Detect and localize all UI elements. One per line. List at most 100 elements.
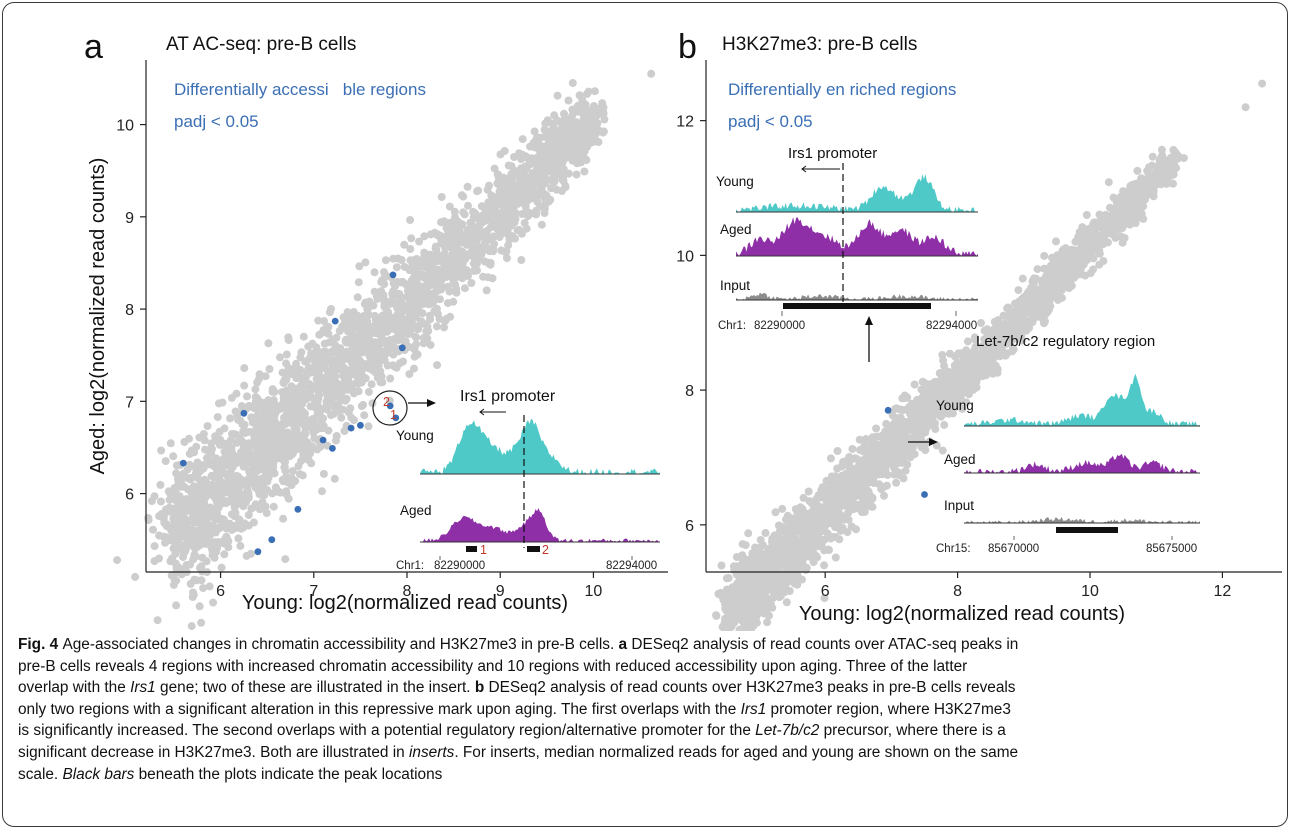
background-point — [245, 401, 254, 410]
background-point — [407, 234, 416, 243]
panel-a-chr-label: Chr1: — [396, 560, 424, 572]
y-tick-label: 10 — [116, 118, 134, 135]
background-point — [322, 372, 331, 381]
background-point — [327, 305, 335, 313]
background-point — [331, 341, 340, 350]
significant-point — [331, 317, 339, 325]
background-point — [525, 183, 534, 192]
background-point — [178, 529, 187, 538]
background-point — [193, 500, 202, 509]
background-point — [300, 390, 309, 399]
background-point — [437, 193, 446, 201]
background-point — [354, 278, 363, 287]
background-point — [778, 504, 787, 513]
background-point — [1133, 166, 1142, 175]
background-point — [235, 517, 244, 526]
background-point — [495, 181, 504, 190]
background-point — [1041, 285, 1050, 294]
background-point — [381, 256, 390, 265]
background-point — [171, 544, 180, 553]
background-point — [360, 411, 369, 420]
background-point — [245, 441, 254, 449]
background-point — [476, 226, 485, 235]
background-point — [157, 497, 165, 506]
background-point — [207, 527, 216, 536]
background-point — [469, 213, 478, 222]
background-point — [189, 482, 198, 491]
significant-point — [389, 271, 397, 279]
background-point — [233, 411, 242, 420]
background-point — [507, 177, 516, 186]
significant-point — [294, 505, 302, 513]
background-point — [251, 393, 260, 401]
background-point — [183, 474, 192, 482]
background-point — [444, 236, 453, 245]
background-point — [556, 138, 565, 147]
background-point — [468, 221, 476, 230]
background-point — [334, 407, 343, 416]
background-point — [479, 272, 488, 281]
background-point — [348, 324, 356, 333]
background-point — [422, 327, 431, 336]
background-point — [247, 479, 256, 488]
background-point — [440, 217, 449, 226]
background-point — [796, 503, 805, 512]
background-point — [507, 205, 516, 213]
background-point — [113, 556, 122, 565]
background-point — [316, 375, 325, 384]
background-point — [332, 436, 340, 445]
background-point — [566, 127, 575, 136]
background-point — [875, 480, 884, 489]
background-point — [256, 449, 265, 458]
background-point — [294, 462, 303, 470]
background-point — [193, 474, 202, 483]
background-point — [223, 439, 232, 448]
significant-point — [179, 459, 187, 467]
background-point — [559, 176, 568, 185]
background-point — [471, 263, 480, 272]
y-tick-label: 6 — [125, 487, 134, 504]
background-point — [845, 453, 854, 461]
background-point — [308, 339, 317, 348]
background-point — [224, 543, 233, 552]
background-point — [527, 154, 536, 163]
background-point — [234, 452, 243, 461]
background-point — [246, 549, 255, 558]
background-point — [220, 481, 229, 490]
background-point — [262, 470, 271, 479]
background-point — [182, 495, 191, 504]
background-point — [210, 473, 219, 482]
background-point — [284, 494, 293, 503]
background-point — [510, 218, 519, 227]
background-point — [506, 196, 515, 205]
background-point — [424, 300, 433, 309]
background-point — [977, 319, 985, 327]
figure-graphic: a AT AC-seq: pre-B cells Differentially … — [84, 28, 1282, 631]
background-point — [318, 487, 326, 496]
panel-a-x-label: Young: log2(normalized read counts) — [242, 592, 568, 614]
background-point — [222, 499, 231, 508]
background-point — [325, 388, 334, 397]
background-point — [583, 107, 592, 116]
panel-b-title: H3K27me3: pre-B cells — [722, 34, 917, 55]
background-point — [288, 398, 297, 407]
background-point — [491, 194, 500, 202]
background-point — [568, 111, 577, 120]
background-point — [413, 350, 422, 359]
background-point — [172, 469, 181, 478]
background-point — [209, 462, 218, 470]
background-point — [239, 460, 248, 469]
background-point — [239, 427, 248, 436]
background-point — [833, 464, 842, 473]
background-point — [329, 348, 338, 357]
background-point — [182, 506, 191, 515]
background-point — [256, 429, 265, 438]
background-point — [296, 353, 305, 362]
panel-a-y-label: Aged: log2(normalized read counts) — [87, 158, 109, 475]
background-point — [574, 101, 582, 110]
background-point — [446, 272, 455, 281]
background-point — [220, 488, 229, 497]
background-point — [240, 364, 249, 373]
background-point — [389, 291, 398, 300]
